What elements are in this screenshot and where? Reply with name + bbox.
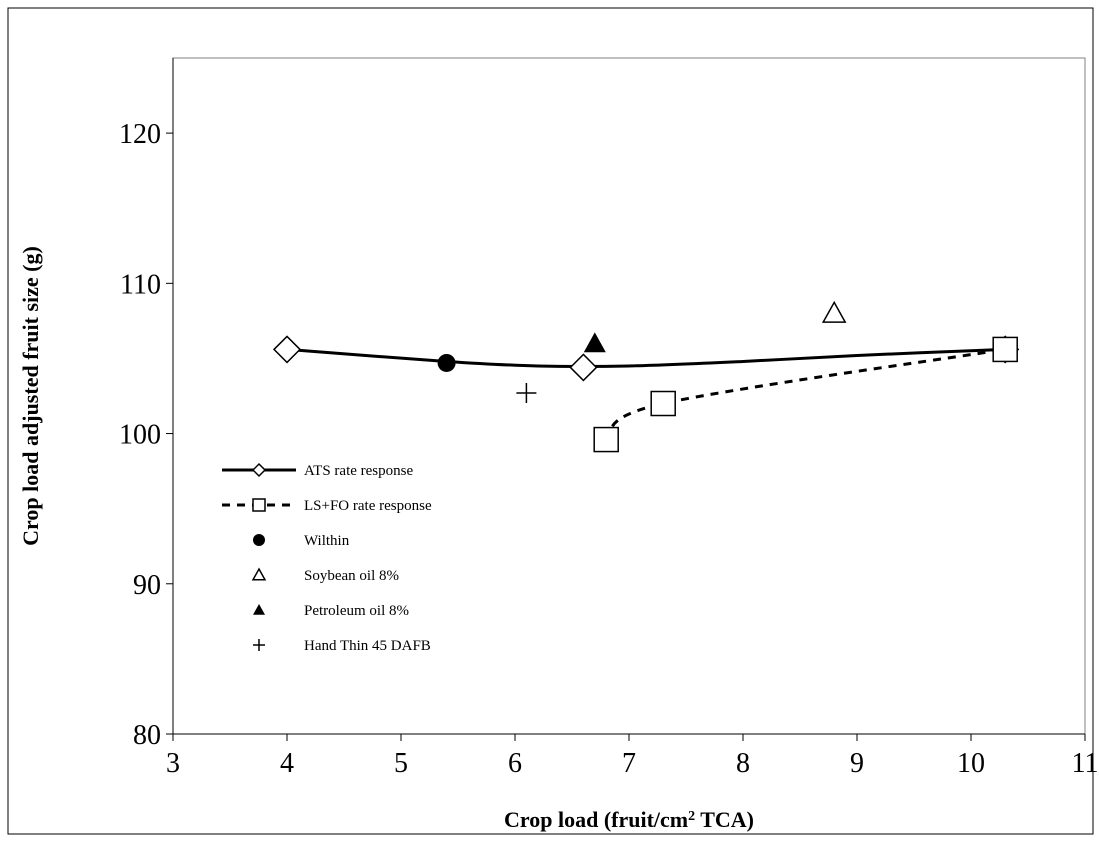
data-point: [272, 335, 302, 364]
x-axis-label-tail: TCA): [695, 807, 754, 832]
legend-marker: [252, 498, 266, 512]
x-tick-label: 9: [850, 748, 864, 779]
data-point: [821, 300, 847, 323]
series-4: [583, 332, 606, 353]
chart-border: [7, 7, 1094, 835]
x-axis-label-main: Crop load (fruit/cm: [504, 807, 688, 832]
legend-marker: [253, 534, 265, 546]
legend-marker: [251, 462, 267, 478]
data-point: [516, 382, 537, 403]
y-tick-label: 110: [120, 269, 161, 300]
data-point: [650, 390, 676, 417]
x-tick-label: 10: [957, 748, 985, 779]
x-tick-label: 3: [166, 748, 180, 779]
series-1: [593, 336, 1018, 453]
y-tick-label: 100: [119, 420, 161, 451]
legend-label: Soybean oil 8%: [304, 568, 399, 584]
legend-item: Soybean oil 8%: [251, 567, 399, 584]
legend-item: LS+FO rate response: [222, 498, 432, 514]
legend-label: Petroleum oil 8%: [304, 603, 409, 619]
series-5: [516, 382, 537, 403]
x-tick-label: 8: [736, 748, 750, 779]
series-3: [821, 300, 847, 323]
legend-item: Wilthin: [253, 533, 350, 549]
legend-item: ATS rate response: [222, 462, 413, 479]
series-2: [437, 353, 456, 372]
y-axis-label: Crop load adjusted fruit size (g): [18, 246, 43, 546]
x-tick-label: 5: [394, 748, 408, 779]
data-point: [569, 353, 598, 382]
y-tick-label: 80: [133, 720, 161, 751]
legend-item: Hand Thin 45 DAFB: [253, 638, 431, 654]
legend-label: LS+FO rate response: [304, 498, 432, 514]
x-tick-label: 7: [622, 748, 636, 779]
legend-marker: [251, 567, 267, 581]
data-point: [437, 353, 456, 372]
legend-item: Petroleum oil 8%: [253, 603, 409, 619]
y-tick-label: 120: [119, 119, 161, 150]
x-tick-label: 6: [508, 748, 522, 779]
x-tick-label: 11: [1072, 748, 1099, 779]
legend-label: ATS rate response: [304, 463, 413, 479]
data-point: [992, 336, 1018, 363]
legend-marker: [253, 639, 265, 651]
legend-marker: [253, 604, 265, 615]
y-tick-label: 90: [133, 570, 161, 601]
data-point: [583, 332, 606, 353]
data-point: [593, 426, 619, 453]
legend-label: Wilthin: [304, 533, 350, 549]
x-tick-label: 4: [280, 748, 294, 779]
x-axis-label: Crop load (fruit/cm2 TCA): [504, 807, 754, 832]
x-axis-label-superscript: 2: [688, 809, 695, 824]
legend-label: Hand Thin 45 DAFB: [304, 638, 431, 654]
series-line: [605, 347, 1006, 441]
